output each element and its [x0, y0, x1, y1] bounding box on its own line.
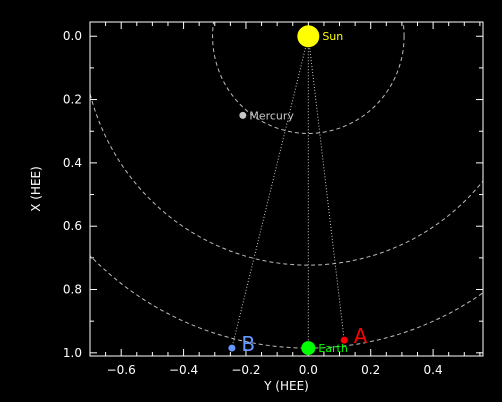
- y-tick-label: 0.4: [63, 156, 82, 170]
- x-axis-ticks: −0.6 −0.4 −0.2 0.0 0.2 0.4: [105, 22, 481, 377]
- y-tick-label: 0.0: [63, 29, 82, 43]
- x-tick-label: 0.0: [299, 363, 318, 377]
- y-tick-label: 0.2: [63, 93, 82, 107]
- x-tick-label: 0.2: [361, 363, 380, 377]
- sight-line-a: [307, 36, 345, 341]
- a-label: A: [354, 324, 368, 348]
- y-tick-label: 0.8: [63, 283, 82, 297]
- sight-line-b: [231, 36, 309, 349]
- earth-marker: [301, 341, 316, 356]
- x-tick-label: −0.6: [107, 363, 136, 377]
- y-tick-label: 1.0: [63, 346, 82, 360]
- y-tick-label: 0.6: [63, 219, 82, 233]
- b-marker: [228, 344, 236, 352]
- orbit-arc-1: [212, 22, 405, 134]
- a-marker: [340, 336, 348, 344]
- sun-marker: [297, 25, 320, 48]
- mercury-label: Mercury: [249, 109, 294, 122]
- sight-lines: [231, 36, 345, 349]
- b-label: B: [241, 332, 255, 356]
- x-tick-label: −0.2: [231, 363, 260, 377]
- y-axis-ticks: 0.0 0.2 0.4 0.6 0.8 1.0: [63, 29, 483, 360]
- x-tick-label: −0.4: [169, 363, 198, 377]
- bodies: Sun Mercury Earth A B: [228, 25, 368, 356]
- sun-label: Sun: [322, 30, 343, 43]
- earth-label: Earth: [318, 342, 348, 355]
- plot-frame: [89, 21, 484, 357]
- x-axis-label: Y (HEE): [263, 379, 309, 393]
- y-axis-label: X (HEE): [29, 166, 43, 212]
- x-tick-label: 0.4: [424, 363, 443, 377]
- mercury-marker: [239, 111, 247, 119]
